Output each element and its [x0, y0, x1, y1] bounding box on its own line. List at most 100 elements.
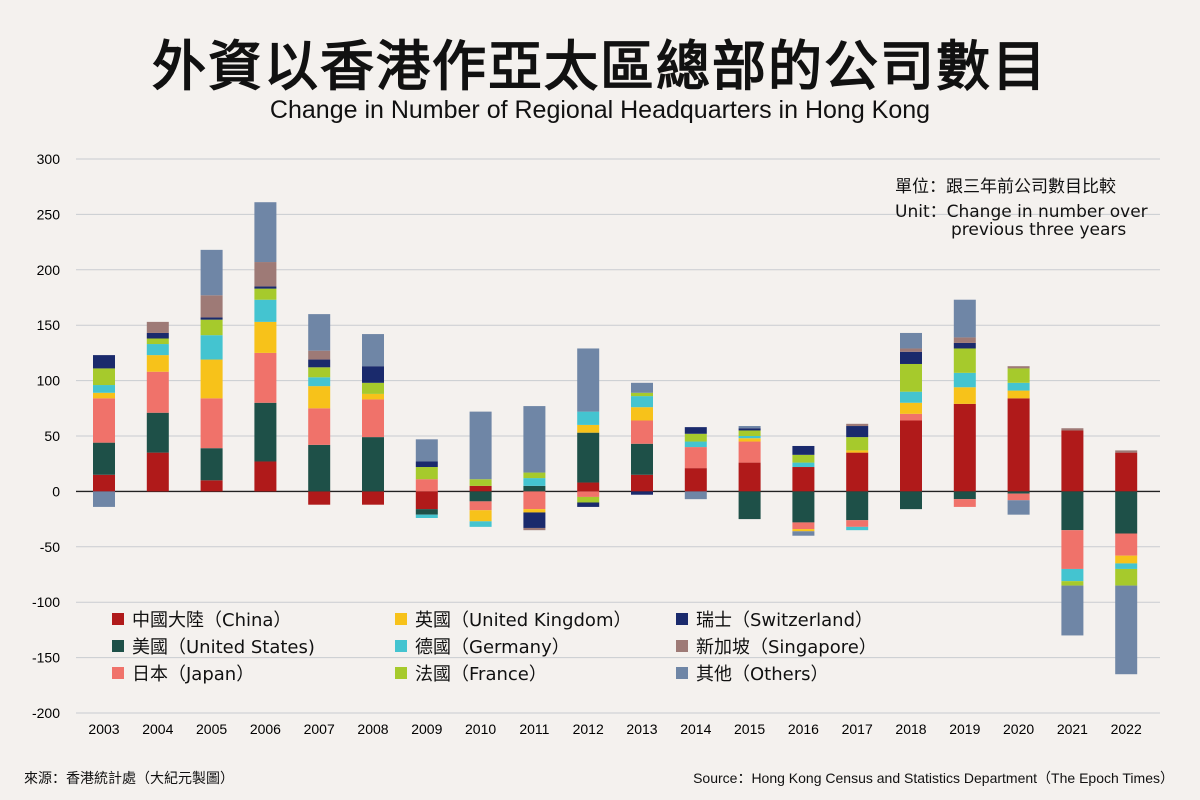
bar-france-2019 — [953, 348, 976, 373]
bar-france-2011 — [523, 472, 546, 479]
y-tick-label: 50 — [44, 428, 60, 444]
x-tick-label: 2018 — [895, 721, 926, 737]
bar-others-2014 — [684, 491, 707, 500]
bar-singapore-2011 — [523, 527, 546, 531]
bar-japan-2009 — [415, 479, 438, 492]
y-tick-label: -100 — [32, 594, 60, 610]
bar-germany-2005 — [200, 335, 223, 360]
bar-japan-2022 — [1115, 533, 1138, 556]
x-tick-label: 2014 — [680, 721, 711, 737]
bar-united-kingdom-2006 — [254, 321, 277, 353]
unit-note-line1: 單位：跟三年前公司數目比較 — [895, 177, 1116, 197]
bar-japan-2015 — [738, 441, 761, 463]
legend-item-switzerland: 瑞士（Switzerland） — [676, 606, 873, 632]
bar-switzerland-2007 — [308, 359, 331, 368]
x-tick-label: 2013 — [626, 721, 657, 737]
x-tick-label: 2011 — [519, 721, 549, 737]
bar-united-states-2019 — [953, 491, 976, 500]
legend-swatch — [676, 613, 688, 625]
bar-switzerland-2008 — [362, 366, 384, 383]
bar-united-states-2017 — [846, 491, 869, 521]
y-tick-label: 300 — [37, 151, 61, 167]
legend-item-germany: 德國（Germany） — [395, 633, 570, 659]
bar-united-states-2020 — [1007, 491, 1030, 494]
bar-germany-2018 — [900, 391, 922, 403]
legend-item-japan: 日本（Japan） — [112, 660, 254, 686]
bar-united-states-2012 — [577, 432, 600, 483]
bar-united-kingdom-2017 — [846, 450, 869, 453]
bar-france-2010 — [469, 479, 492, 486]
y-tick-label: -150 — [32, 650, 60, 666]
bar-others-2016 — [792, 531, 815, 536]
bar-others-2011 — [523, 406, 546, 473]
bar-germany-2022 — [1115, 563, 1138, 569]
bar-others-2003 — [93, 491, 115, 507]
bar-germany-2017 — [846, 526, 869, 531]
bar-united-states-2007 — [308, 444, 331, 492]
bar-switzerland-2005 — [200, 317, 223, 320]
bar-japan-2021 — [1061, 530, 1084, 569]
bar-singapore-2004 — [146, 321, 169, 333]
x-tick-label: 2016 — [788, 721, 819, 737]
bar-japan-2010 — [469, 501, 492, 511]
bar-china-2021 — [1061, 430, 1084, 492]
bar-japan-2006 — [254, 352, 277, 403]
bar-japan-2011 — [523, 491, 546, 510]
bar-united-kingdom-2015 — [738, 438, 761, 442]
bar-singapore-2022 — [1115, 450, 1138, 453]
chart-title: 外資以香港作亞太區總部的公司數目 — [152, 35, 1048, 98]
bar-japan-2003 — [93, 398, 115, 443]
bar-united-kingdom-2004 — [146, 355, 169, 372]
bar-france-2004 — [146, 338, 169, 345]
bar-france-2018 — [900, 363, 922, 392]
legend-label: 中國大陸（China） — [132, 610, 292, 631]
legend-swatch — [395, 667, 407, 679]
bar-others-2005 — [200, 249, 223, 296]
bar-china-2005 — [200, 480, 223, 492]
legend-label: 英國（United Kingdom） — [415, 610, 632, 631]
bar-united-states-2006 — [254, 402, 277, 462]
legend-swatch — [112, 613, 124, 625]
x-tick-label: 2004 — [142, 721, 173, 737]
bar-switzerland-2012 — [577, 502, 600, 507]
y-tick-label: -50 — [40, 539, 60, 555]
unit-note-line3: previous three years — [951, 220, 1127, 240]
bar-singapore-2021 — [1061, 428, 1084, 431]
bar-japan-2020 — [1007, 493, 1030, 501]
bar-united-states-2013 — [631, 443, 653, 475]
x-tick-label: 2003 — [88, 721, 119, 737]
bar-singapore-2019 — [953, 337, 976, 343]
x-tick-label: 2009 — [411, 721, 442, 737]
bar-china-2007 — [308, 491, 331, 505]
bar-united-kingdom-2016 — [792, 529, 815, 532]
bar-japan-2017 — [846, 520, 869, 527]
bar-china-2009 — [415, 491, 438, 510]
legend-item-france: 法國（France） — [395, 660, 547, 686]
bar-switzerland-2019 — [953, 342, 976, 349]
bar-singapore-2018 — [900, 348, 922, 352]
bar-singapore-2005 — [200, 295, 223, 318]
bar-japan-2018 — [900, 413, 922, 421]
bar-others-2015 — [738, 426, 761, 429]
bar-china-2003 — [93, 474, 115, 492]
bar-china-2008 — [362, 491, 384, 505]
x-tick-label: 2010 — [465, 721, 496, 737]
bar-france-2020 — [1007, 368, 1030, 383]
bar-germany-2007 — [308, 377, 331, 387]
bar-japan-2012 — [577, 491, 600, 497]
bar-united-kingdom-2007 — [308, 386, 331, 409]
bar-united-states-2015 — [738, 491, 761, 520]
bar-united-kingdom-2011 — [523, 509, 546, 513]
bar-germany-2019 — [953, 372, 976, 388]
bar-china-2022 — [1115, 452, 1138, 492]
bar-singapore-2007 — [308, 350, 331, 360]
x-tick-label: 2022 — [1111, 721, 1142, 737]
x-tick-label: 2005 — [196, 721, 227, 737]
y-tick-label: 200 — [37, 262, 61, 278]
bar-japan-2016 — [792, 522, 815, 530]
bar-others-2013 — [631, 382, 653, 393]
bar-united-kingdom-2020 — [1007, 390, 1030, 399]
bar-germany-2010 — [469, 521, 492, 527]
bar-france-2003 — [93, 368, 115, 386]
